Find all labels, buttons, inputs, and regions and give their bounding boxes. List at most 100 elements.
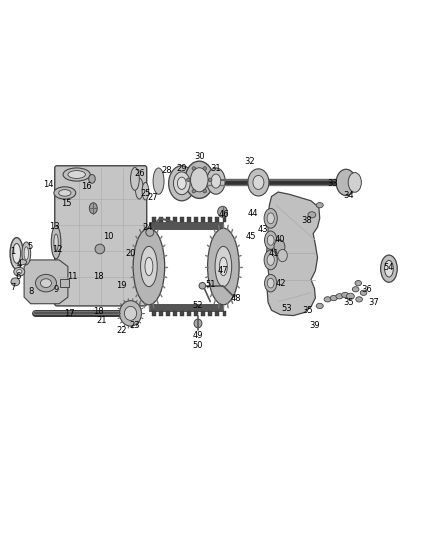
Text: 27: 27: [147, 193, 158, 202]
Text: 1: 1: [11, 247, 16, 256]
Text: 54: 54: [384, 263, 394, 272]
Ellipse shape: [208, 228, 239, 305]
Ellipse shape: [24, 247, 28, 260]
FancyBboxPatch shape: [55, 166, 147, 306]
Ellipse shape: [51, 226, 61, 259]
Text: 9: 9: [53, 285, 59, 294]
Bar: [223, 311, 226, 316]
Ellipse shape: [308, 212, 316, 218]
Ellipse shape: [267, 255, 274, 265]
Text: 36: 36: [361, 285, 372, 294]
Ellipse shape: [54, 187, 76, 199]
Text: 42: 42: [276, 279, 286, 288]
Text: 11: 11: [67, 272, 78, 281]
Text: 18: 18: [93, 306, 104, 316]
Ellipse shape: [267, 278, 274, 288]
Text: 43: 43: [258, 225, 268, 234]
Text: 52: 52: [193, 302, 203, 310]
Polygon shape: [24, 260, 68, 304]
Text: 20: 20: [125, 249, 136, 258]
Ellipse shape: [192, 167, 195, 170]
Text: 50: 50: [193, 341, 203, 350]
Ellipse shape: [274, 240, 285, 254]
Ellipse shape: [10, 238, 23, 269]
Ellipse shape: [169, 166, 195, 201]
Ellipse shape: [248, 169, 269, 196]
Ellipse shape: [142, 182, 149, 200]
Text: 4: 4: [16, 260, 21, 269]
Ellipse shape: [330, 295, 337, 301]
Ellipse shape: [54, 234, 58, 251]
Ellipse shape: [40, 279, 52, 287]
Ellipse shape: [316, 303, 323, 309]
Text: 14: 14: [43, 180, 53, 189]
Ellipse shape: [145, 257, 153, 276]
Bar: [215, 311, 219, 316]
Ellipse shape: [355, 280, 362, 286]
Bar: [215, 217, 219, 222]
Text: 23: 23: [130, 321, 140, 330]
Ellipse shape: [267, 213, 274, 224]
Text: 48: 48: [230, 294, 241, 303]
Bar: [208, 311, 212, 316]
Text: 15: 15: [61, 199, 72, 208]
Ellipse shape: [124, 306, 137, 320]
Bar: [223, 217, 226, 222]
Text: 22: 22: [117, 326, 127, 335]
Text: 39: 39: [309, 321, 320, 330]
Ellipse shape: [13, 244, 21, 263]
Bar: [201, 311, 205, 316]
Bar: [166, 217, 170, 222]
Text: 5: 5: [27, 243, 32, 251]
Bar: [152, 217, 156, 222]
Ellipse shape: [215, 246, 232, 287]
Ellipse shape: [219, 257, 227, 276]
Ellipse shape: [336, 169, 356, 196]
Bar: [152, 311, 156, 316]
Text: 35: 35: [302, 306, 313, 315]
Ellipse shape: [267, 235, 274, 245]
Bar: [201, 217, 205, 222]
Ellipse shape: [35, 274, 57, 292]
Text: 41: 41: [268, 249, 279, 258]
Text: 38: 38: [301, 216, 312, 225]
Text: 24: 24: [143, 223, 153, 232]
Text: 34: 34: [343, 191, 353, 199]
Text: 47: 47: [218, 265, 229, 274]
Ellipse shape: [17, 260, 27, 265]
Text: 33: 33: [328, 179, 338, 188]
Text: 13: 13: [49, 222, 60, 231]
Text: 53: 53: [282, 304, 292, 313]
Ellipse shape: [89, 203, 97, 214]
Bar: [159, 217, 163, 222]
Bar: [173, 217, 177, 222]
Ellipse shape: [360, 290, 367, 295]
Ellipse shape: [63, 168, 90, 181]
Ellipse shape: [185, 161, 214, 198]
Ellipse shape: [265, 231, 277, 249]
Text: 44: 44: [248, 208, 258, 217]
Text: 16: 16: [81, 182, 92, 191]
Ellipse shape: [278, 249, 287, 262]
Ellipse shape: [264, 208, 277, 228]
Ellipse shape: [68, 171, 85, 179]
Ellipse shape: [316, 203, 323, 208]
Text: 19: 19: [117, 281, 127, 290]
Text: 30: 30: [194, 151, 205, 160]
Bar: [194, 217, 198, 222]
Ellipse shape: [141, 246, 157, 287]
Ellipse shape: [218, 206, 227, 217]
Text: 45: 45: [245, 232, 256, 241]
Text: 21: 21: [96, 316, 107, 325]
Ellipse shape: [211, 174, 221, 188]
Ellipse shape: [14, 268, 25, 276]
Text: 6: 6: [16, 272, 21, 281]
Text: 49: 49: [193, 331, 203, 340]
Ellipse shape: [324, 297, 331, 302]
Ellipse shape: [133, 228, 165, 305]
Ellipse shape: [17, 270, 22, 274]
Text: 28: 28: [161, 166, 172, 175]
Ellipse shape: [381, 255, 397, 282]
Ellipse shape: [131, 167, 139, 190]
Text: 25: 25: [140, 189, 151, 198]
